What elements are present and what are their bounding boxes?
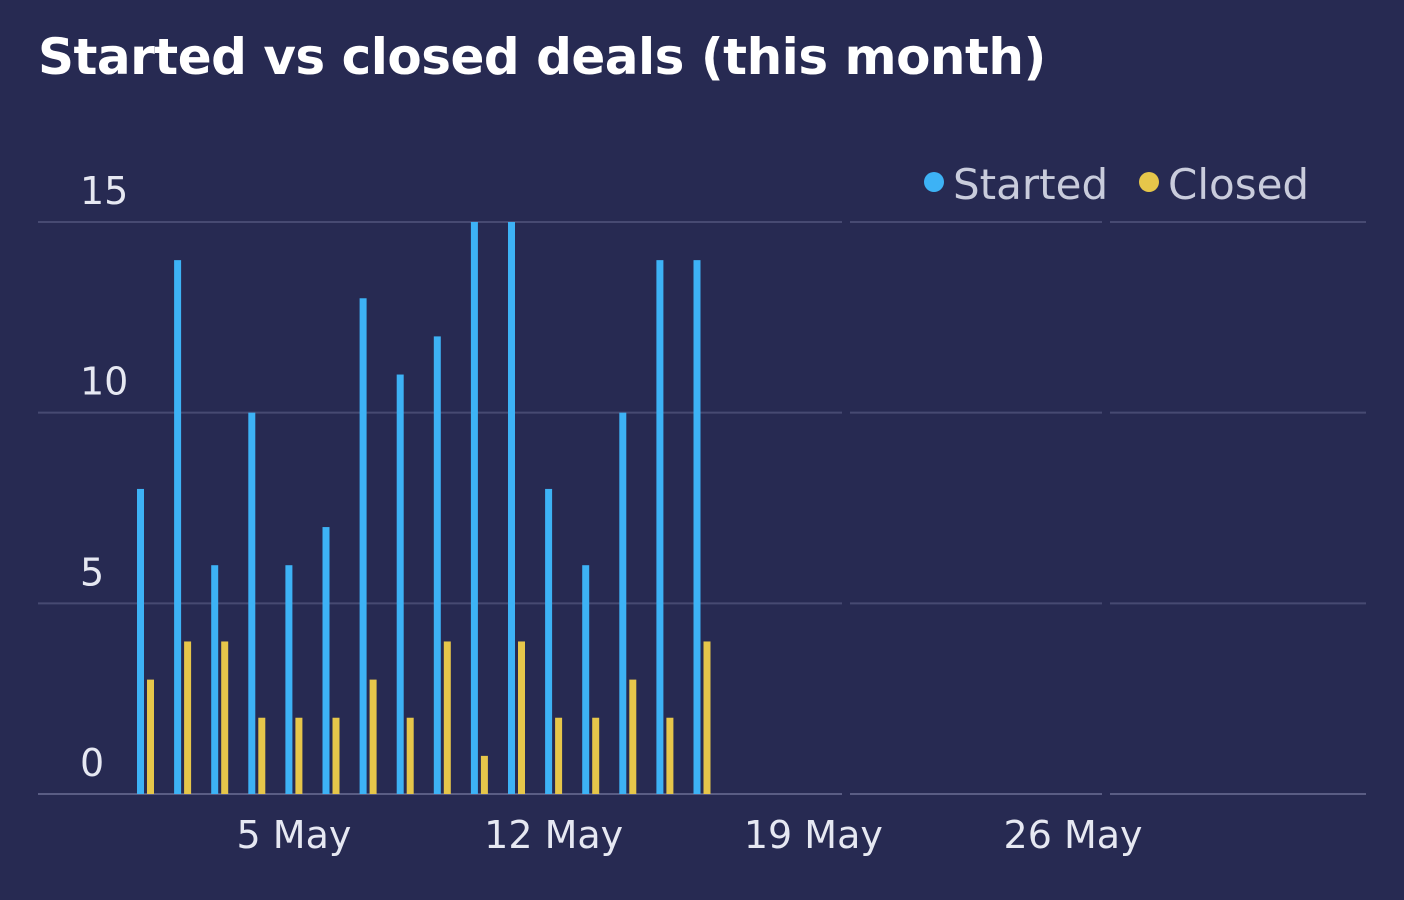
y-tick-label: 10 bbox=[80, 360, 128, 404]
bar-started-7-may[interactable] bbox=[359, 298, 367, 794]
gridlines bbox=[38, 221, 1366, 795]
x-axis-tick-labels: 5 May 12 May 19 May 26 May bbox=[237, 813, 1143, 857]
bar-started-10-may[interactable] bbox=[470, 222, 478, 794]
bar-closed-11-may[interactable] bbox=[518, 641, 525, 794]
bar-closed-4-may[interactable] bbox=[258, 717, 266, 794]
bar-started-9-may[interactable] bbox=[433, 336, 441, 794]
y-tick-label: 15 bbox=[80, 169, 128, 213]
y-axis-tick-labels: 0 5 10 15 bbox=[80, 169, 128, 785]
bar-started-15-may[interactable] bbox=[656, 260, 664, 795]
y-tick-label: 0 bbox=[80, 741, 104, 785]
bar-started-2-may[interactable] bbox=[174, 260, 182, 795]
bar-started-14-may[interactable] bbox=[619, 412, 627, 794]
bar-started-13-may[interactable] bbox=[582, 565, 590, 794]
bar-closed-10-may[interactable] bbox=[480, 755, 488, 794]
bar-closed-2-may[interactable] bbox=[184, 641, 192, 794]
legend-item-closed[interactable]: Closed bbox=[1139, 160, 1309, 209]
legend-label: Closed bbox=[1168, 160, 1309, 209]
chart-title: Started vs closed deals (this month) bbox=[38, 28, 1046, 86]
bar-started-16-may[interactable] bbox=[693, 260, 701, 795]
bar-closed-1-may[interactable] bbox=[147, 679, 154, 794]
bar-started-8-may[interactable] bbox=[396, 374, 404, 794]
x-tick-label: 26 May bbox=[1004, 813, 1143, 857]
bar-closed-5-may[interactable] bbox=[295, 717, 303, 794]
bar-closed-16-may[interactable] bbox=[703, 641, 711, 794]
bar-closed-8-may[interactable] bbox=[406, 717, 414, 794]
bar-started-4-may[interactable] bbox=[248, 412, 256, 794]
bar-closed-13-may[interactable] bbox=[592, 717, 600, 794]
bar-closed-12-may[interactable] bbox=[555, 717, 563, 794]
bar-closed-9-may[interactable] bbox=[443, 641, 451, 794]
bars bbox=[137, 222, 711, 795]
bar-closed-3-may[interactable] bbox=[221, 641, 229, 794]
legend: Started Closed bbox=[924, 160, 1309, 209]
y-tick-label: 5 bbox=[80, 550, 104, 594]
legend-swatch bbox=[924, 172, 944, 192]
bar-closed-14-may[interactable] bbox=[629, 679, 637, 794]
legend-item-started[interactable]: Started bbox=[924, 160, 1108, 209]
bar-started-11-may[interactable] bbox=[508, 222, 515, 794]
legend-label: Started bbox=[953, 160, 1108, 209]
bar-closed-7-may[interactable] bbox=[369, 679, 377, 794]
x-tick-label: 12 May bbox=[484, 813, 623, 857]
bar-started-12-may[interactable] bbox=[545, 488, 553, 794]
bar-closed-6-may[interactable] bbox=[332, 717, 340, 794]
x-tick-label: 5 May bbox=[237, 813, 352, 857]
bar-started-6-may[interactable] bbox=[322, 527, 330, 794]
bar-started-1-may[interactable] bbox=[137, 488, 144, 794]
legend-swatch bbox=[1139, 172, 1159, 192]
x-tick-label: 19 May bbox=[744, 813, 883, 857]
bar-closed-15-may[interactable] bbox=[666, 717, 674, 794]
bar-started-5-may[interactable] bbox=[285, 565, 293, 794]
bar-started-3-may[interactable] bbox=[211, 565, 219, 794]
